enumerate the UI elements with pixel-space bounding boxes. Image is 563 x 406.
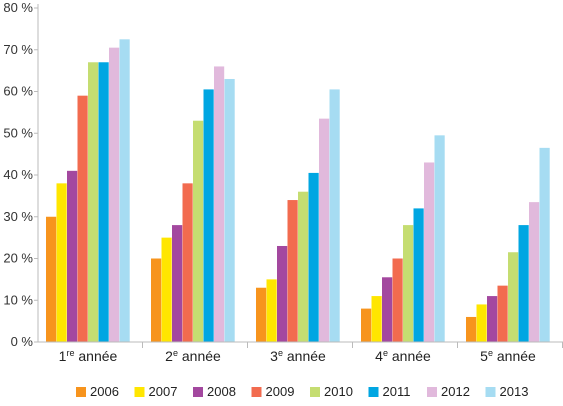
bar-2006-cat-5 — [466, 316, 477, 342]
legend-label: 2010 — [324, 384, 353, 399]
bar-2007-cat-5 — [476, 304, 487, 342]
bar-2007-cat-1 — [56, 183, 67, 342]
legend-item-2007: 2007 — [134, 384, 178, 399]
bar-2012-cat-5 — [529, 202, 540, 342]
bar-2012-cat-3 — [319, 118, 330, 342]
y-tick-label: 40 % — [3, 167, 33, 182]
legend: 2006 2007 2008 2009 2010 2011 2012 2013 — [76, 384, 528, 399]
bar-2012-cat-2 — [214, 66, 225, 342]
bar-2008-cat-2 — [172, 225, 183, 342]
x-category-label: 1re année — [59, 348, 118, 364]
legend-label: 2009 — [266, 384, 295, 399]
legend-label: 2012 — [441, 384, 470, 399]
bar-2009-cat-1 — [77, 95, 88, 342]
y-tick-label: 70 % — [3, 42, 33, 57]
bar-2011-cat-1 — [98, 62, 109, 343]
bar-2010-cat-2 — [193, 120, 204, 342]
bar-2012-cat-4 — [424, 162, 435, 342]
y-tick-label: 30 % — [3, 209, 33, 224]
bar-2013-cat-3 — [329, 89, 340, 342]
legend-item-2010: 2010 — [310, 384, 353, 399]
bar-2011-cat-5 — [518, 225, 529, 342]
bar-2007-cat-3 — [266, 279, 277, 343]
bar-2008-cat-4 — [382, 277, 393, 342]
x-category-label: 4e année — [375, 348, 431, 364]
bar-2009-cat-5 — [497, 285, 508, 342]
legend-item-2013: 2013 — [485, 384, 529, 399]
bar-2008-cat-1 — [67, 170, 78, 342]
bar-2010-cat-1 — [88, 62, 99, 343]
bar-2008-cat-3 — [277, 245, 288, 342]
y-tick-label: 60 % — [3, 84, 33, 99]
bar-2011-cat-3 — [308, 172, 319, 342]
y-tick-label: 20 % — [3, 251, 33, 266]
legend-swatch — [310, 387, 320, 397]
legend-item-2009: 2009 — [251, 384, 295, 399]
bar-2008-cat-5 — [487, 296, 498, 342]
bar-2010-cat-4 — [403, 225, 414, 342]
bar-2010-cat-3 — [298, 191, 309, 342]
bar-2012-cat-1 — [109, 47, 120, 342]
legend-swatch — [76, 387, 86, 397]
bar-2013-cat-2 — [224, 78, 235, 342]
legend-label: 2007 — [149, 384, 178, 399]
bar-2007-cat-4 — [371, 296, 382, 342]
legend-label: 2006 — [90, 384, 119, 399]
bar-2013-cat-4 — [434, 135, 445, 342]
legend-swatch — [485, 387, 496, 397]
legend-swatch — [368, 387, 379, 397]
legend-item-2008: 2008 — [193, 384, 236, 399]
bar-2006-cat-4 — [361, 308, 372, 342]
bar-2009-cat-3 — [287, 200, 298, 342]
x-category-label: 5e année — [480, 348, 536, 364]
bar-2006-cat-3 — [256, 287, 267, 342]
x-category-label: 3e année — [270, 348, 326, 364]
bar-2007-cat-2 — [161, 237, 172, 343]
bar-2009-cat-4 — [392, 258, 403, 342]
legend-label: 2013 — [500, 384, 529, 399]
x-category-label: 2e année — [165, 348, 221, 364]
legend-label: 2011 — [383, 384, 411, 399]
x-axis: 1re année 2e année 3e année 4e année 5e anné… — [38, 341, 563, 364]
legend-item-2012: 2012 — [427, 384, 470, 399]
y-tick-label: 10 % — [3, 292, 33, 307]
bar-2011-cat-4 — [413, 208, 424, 342]
bar-2006-cat-1 — [46, 216, 57, 342]
bar-2009-cat-2 — [182, 183, 193, 342]
legend-item-2011: 2011 — [368, 384, 411, 399]
bars-layer — [46, 39, 550, 343]
legend-swatch — [427, 387, 437, 397]
bar-2010-cat-5 — [508, 252, 519, 342]
y-tick-label: 0 % — [11, 334, 34, 349]
bar-2011-cat-2 — [203, 89, 214, 342]
y-axis: 0 % 10 % 20 % 30 % 40 % 50 % 60 % 70 % 80 % — [3, 0, 39, 349]
bar-2013-cat-1 — [119, 39, 130, 343]
legend-item-2006: 2006 — [76, 384, 119, 399]
bar-2006-cat-2 — [151, 258, 162, 342]
legend-label: 2008 — [207, 384, 236, 399]
y-tick-label: 50 % — [3, 125, 33, 140]
legend-swatch — [251, 387, 262, 397]
y-tick-label: 80 % — [3, 0, 33, 15]
bar-2013-cat-5 — [539, 147, 550, 342]
legend-swatch — [193, 387, 203, 397]
legend-swatch — [134, 387, 145, 397]
